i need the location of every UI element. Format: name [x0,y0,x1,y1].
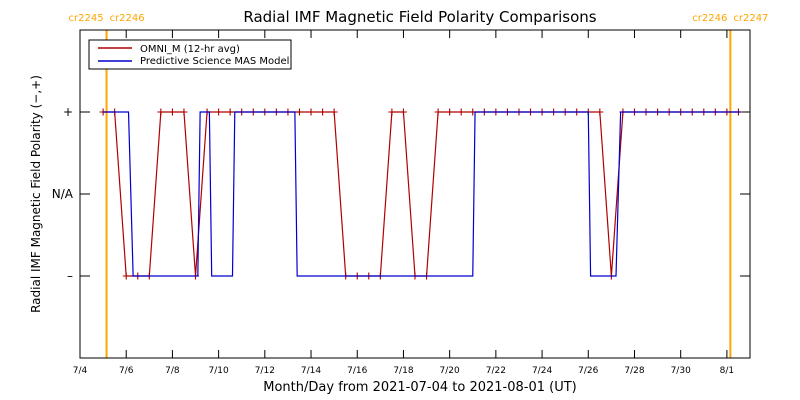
x-tick-label: 7/28 [624,366,644,376]
series-point [319,108,327,116]
carrington-markers: cr2245 cr2246 cr2246 cr2247 [69,13,768,358]
series-point [168,108,176,116]
y-axis-label: Radial IMF Magnetic Field Polarity (−,+) [29,75,43,313]
x-tick-label: 7/8 [165,366,180,376]
series-point [157,108,165,116]
series-point [122,272,130,280]
x-tick-label: 7/20 [440,366,460,376]
x-tick-label: 7/6 [119,366,134,376]
carrington-label-left: cr2246 [692,13,727,24]
chart-title: Radial IMF Magnetic Field Polarity Compa… [243,8,596,26]
series-point [434,108,442,116]
series-point [457,108,465,116]
series-point [307,108,315,116]
x-axis-label: Month/Day from 2021-07-04 to 2021-08-01 … [263,380,576,395]
series-point [180,108,188,116]
carrington-label-right: cr2247 [733,13,768,24]
series-point [446,108,454,116]
carrington-label-left: cr2245 [69,13,104,24]
series-point [596,108,604,116]
legend-label-mas-model: Predictive Science MAS Model [140,56,289,67]
x-tick-label: 7/22 [486,366,506,376]
series-point [399,108,407,116]
y-tick-label: – [67,269,73,283]
y-tick-label: N/A [52,187,74,201]
series-point [226,108,234,116]
legend-box [88,39,292,70]
y-tick-label: + [63,105,73,119]
series-line-1 [103,111,741,277]
x-tick-label: 7/10 [209,366,229,376]
series-point [330,108,338,116]
series-layer [99,108,742,280]
x-tick-label: 7/16 [347,366,367,376]
x-tick-label: 7/30 [671,366,691,376]
x-tick-label: 7/14 [301,366,321,376]
x-tick-label: 7/12 [255,366,275,376]
series-point [295,108,303,116]
x-tick-label: 8/1 [720,366,734,376]
legend-label-omni: OMNI_M (12-hr avg) [140,44,240,55]
legend: OMNI_M (12-hr avg) Predictive Science MA… [88,39,292,70]
series-point [215,108,223,116]
x-tick-label: 7/18 [393,366,413,376]
plot-frame [79,29,751,359]
series-point [388,108,396,116]
x-tick-label: 7/24 [532,366,552,376]
carrington-label-right: cr2246 [110,13,145,24]
x-tick-label: 7/4 [73,366,88,376]
axis-ticks: 7/4 7/6 7/8 7/10 7/12 7/14 7/16 7/18 7/20 7/22 7/2… [52,30,750,376]
x-tick-label: 7/26 [578,366,598,376]
